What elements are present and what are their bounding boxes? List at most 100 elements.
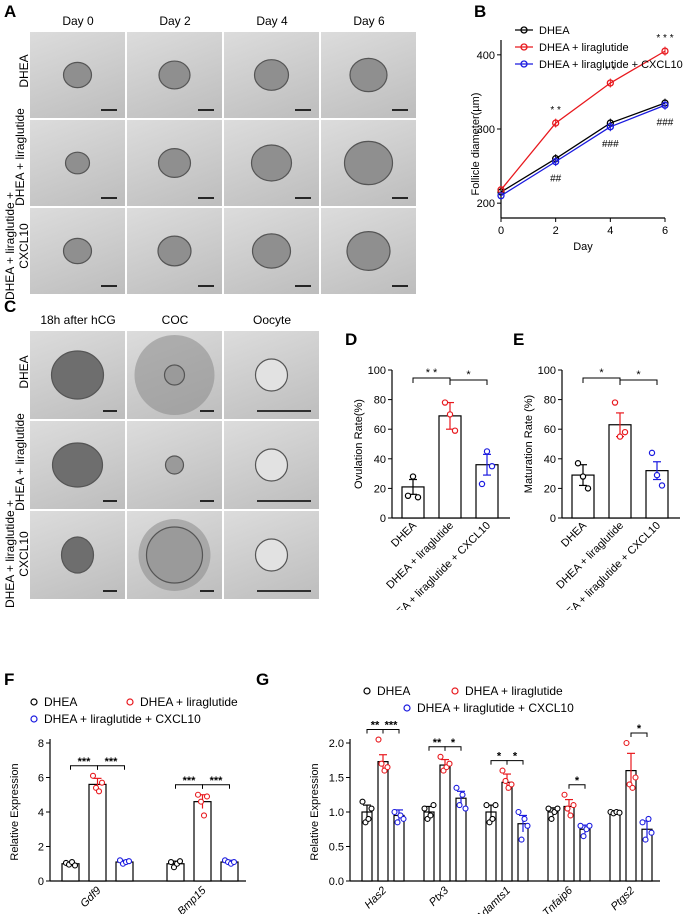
significance-annotation: ##: [550, 174, 562, 185]
follicle-body: [157, 235, 192, 267]
y-tick-label: 20: [374, 483, 386, 495]
legend-label-2: DHEA + liraglutide + CXCL10: [417, 701, 574, 715]
col-label-day2: Day 2: [159, 14, 191, 28]
data-point: [621, 428, 629, 436]
data-point: [508, 781, 515, 788]
legend-marker-0: [520, 26, 528, 34]
significance-bracket: [630, 732, 648, 737]
data-point: [515, 808, 522, 816]
data-point: [359, 798, 366, 805]
panel-a-micrograph-r0-c2: [224, 32, 319, 118]
data-point: [483, 448, 491, 455]
panel-a-micrograph-svg: [346, 231, 408, 287]
row-label-dhea: DHEA: [17, 54, 31, 88]
data-point: [400, 815, 407, 822]
y-tick-label: 60: [374, 424, 386, 436]
data-point: [518, 836, 525, 843]
data-point: [502, 777, 509, 784]
y-tick-label: 300: [477, 124, 495, 136]
significance-label: *: [466, 369, 471, 381]
panel-c-micrograph-r2-c2: [224, 511, 319, 599]
data-point: [200, 812, 208, 819]
data-point: [421, 805, 428, 812]
follicle-body: [157, 148, 192, 178]
data-point: [89, 772, 97, 779]
y-tick-label: 400: [477, 50, 495, 62]
follicle-body: [254, 448, 289, 482]
data-point: [125, 858, 133, 865]
series-line-2: [500, 104, 666, 197]
panel-letter-e: E: [513, 330, 525, 349]
significance-annotation: ###: [602, 139, 619, 150]
data-point: [524, 822, 531, 829]
col-label-day4: Day 4: [256, 14, 288, 28]
significance-label: *: [575, 775, 580, 787]
y-tick-label: 80: [544, 395, 556, 407]
legend-marker-2: [30, 715, 38, 723]
data-point: [459, 791, 466, 798]
significance-label: ***: [105, 756, 119, 768]
significance-bracket: [568, 784, 586, 789]
follicle-body: [145, 526, 204, 584]
panel-c-micrograph-r1-c1: [127, 421, 222, 509]
follicle-body: [64, 151, 91, 175]
y-axis-title: Relative Expression: [9, 763, 21, 860]
panel-g-bar-chart: 0.0 0.5 1.0 1.5 2.0 Relative Expression DHEA DH…: [309, 685, 660, 914]
significance-label: *: [513, 751, 518, 763]
data-point: [645, 815, 652, 822]
data-point: [368, 805, 375, 812]
y-tick-label: 1.5: [329, 773, 344, 785]
data-point: [437, 753, 444, 760]
data-point: [616, 809, 623, 816]
x-tick-label: 6: [662, 225, 668, 237]
significance-bracket: [382, 729, 400, 734]
follicle-body: [250, 144, 293, 182]
data-point: [441, 399, 449, 406]
x-tick-label: 2: [553, 225, 559, 237]
data-point: [632, 774, 639, 781]
panel-a-micrograph-svg: [343, 140, 408, 199]
bar-1: [501, 781, 513, 882]
bar-0: [423, 811, 435, 882]
legend-label-1: DHEA + liraglutide: [539, 42, 629, 54]
data-point: [564, 805, 571, 812]
significance-bracket: [449, 379, 488, 385]
follicle-body: [51, 442, 104, 488]
data-point: [176, 858, 184, 865]
data-point: [409, 473, 417, 480]
y-tick-label: 6: [38, 773, 44, 785]
data-point: [648, 829, 655, 836]
data-point: [365, 815, 372, 822]
y-tick-label: 100: [368, 365, 386, 377]
panel-c-micrograph-r0-c0: [30, 331, 125, 419]
legend-marker-0: [363, 687, 371, 695]
col-label-18h: 18h after hCG: [40, 313, 116, 327]
data-point: [545, 805, 552, 812]
significance-label: ***: [385, 720, 399, 732]
data-point: [197, 798, 205, 805]
x-axis-title: Day: [573, 241, 593, 253]
panel-a-micrograph-r2-c0: [30, 208, 125, 294]
significance-label: *: [636, 369, 641, 381]
category-label-0: DHEA: [389, 519, 420, 550]
panel-a-micrograph-svg: [62, 61, 117, 111]
panel-a-micrograph-svg: [64, 151, 117, 199]
data-point: [430, 802, 437, 809]
panel-c-micrograph-svg: [138, 519, 214, 592]
panel-c-micrograph-svg: [254, 448, 311, 502]
panel-c-micrograph-r0-c2: [224, 331, 319, 419]
data-point: [584, 485, 592, 492]
data-point: [653, 471, 661, 479]
data-point: [648, 449, 656, 457]
significance-label: *: [599, 367, 604, 379]
y-tick-label: 0.0: [329, 876, 344, 888]
panel-a-micrograph-svg: [157, 235, 214, 287]
legend-marker-2: [520, 60, 528, 68]
legend-label-2: DHEA + liraglutide + CXCL10: [44, 712, 201, 726]
data-point: [580, 833, 587, 840]
legend-label-1: DHEA + liraglutide: [140, 695, 238, 709]
data-point: [570, 802, 577, 809]
data-point: [567, 812, 574, 819]
panel-a-micrograph-r2-c1: [127, 208, 222, 294]
follicle-body: [158, 60, 191, 90]
